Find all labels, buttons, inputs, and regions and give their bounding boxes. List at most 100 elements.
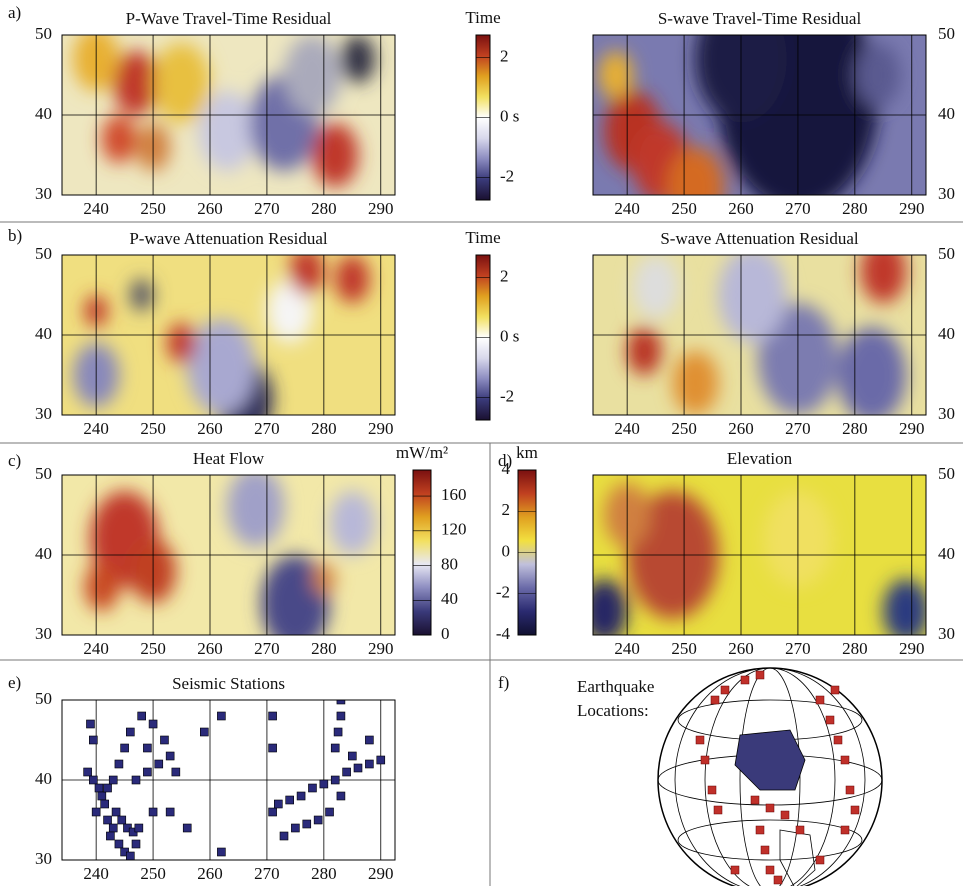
y-tick-label: 40 (35, 324, 52, 343)
x-tick-label: 280 (311, 199, 337, 218)
quake (833, 735, 843, 745)
shade (186, 319, 256, 415)
shade (860, 255, 907, 303)
station (182, 823, 192, 833)
y-tick-label: 40 (938, 324, 955, 343)
station (376, 755, 386, 765)
map (593, 475, 926, 635)
y-tick-label: 30 (938, 404, 955, 423)
station (296, 791, 306, 801)
x-tick-label: 280 (311, 419, 337, 438)
map (62, 700, 395, 860)
x-tick-label: 260 (728, 419, 754, 438)
map-title: S-wave Attenuation Residual (660, 229, 859, 248)
map-frame (61, 34, 396, 196)
map (593, 35, 926, 195)
globe-title: Locations: (577, 701, 649, 720)
station (330, 743, 340, 753)
shade (627, 327, 662, 375)
station (353, 763, 363, 773)
y-tick-label: 30 (35, 184, 52, 203)
x-tick-label: 270 (785, 419, 811, 438)
x-tick-label: 290 (899, 419, 925, 438)
map (62, 35, 395, 195)
x-tick-label: 270 (254, 419, 280, 438)
colorbar-tick-label: 0 (502, 541, 511, 560)
quake (707, 785, 717, 795)
globe (657, 667, 883, 891)
quake (850, 805, 860, 815)
shade (837, 327, 907, 415)
panel-label: c) (8, 451, 21, 470)
colorbar-tick-label: 160 (441, 485, 467, 504)
station (131, 839, 141, 849)
x-tick-label: 260 (197, 199, 223, 218)
map (593, 255, 926, 415)
shade (266, 279, 313, 343)
x-tick-label: 250 (140, 419, 166, 438)
quake (755, 825, 765, 835)
y-tick-label: 30 (35, 404, 52, 423)
panel-label: a) (8, 3, 21, 22)
shade (101, 115, 137, 163)
x-tick-label: 240 (83, 864, 109, 883)
x-tick-label: 250 (140, 864, 166, 883)
colorbar-tick-label: 0 s (500, 106, 519, 125)
x-tick-label: 240 (614, 419, 640, 438)
quake (840, 825, 850, 835)
station (165, 807, 175, 817)
station (154, 759, 164, 769)
map-shading (627, 255, 907, 415)
shade (717, 255, 787, 343)
map-title: P-wave Attenuation Residual (129, 229, 328, 248)
station (111, 807, 121, 817)
y-tick-label: 50 (35, 24, 52, 43)
x-tick-label: 280 (311, 639, 337, 658)
quake (760, 845, 770, 855)
map (62, 475, 395, 635)
quake (713, 805, 723, 815)
shade (312, 123, 359, 187)
quake (710, 695, 720, 705)
x-tick-label: 240 (83, 199, 109, 218)
x-tick-label: 270 (254, 199, 280, 218)
quake (765, 803, 775, 813)
colorbar-tick-label: 0 (441, 624, 450, 643)
station (160, 735, 169, 745)
colorbar-tick-label: -2 (500, 166, 514, 185)
station (325, 807, 334, 817)
quake (700, 755, 710, 765)
y-tick-label: 50 (35, 244, 52, 263)
colorbar (412, 469, 432, 636)
station (336, 700, 346, 705)
y-tick-label: 40 (35, 104, 52, 123)
map-frame (61, 699, 396, 861)
shade (329, 491, 376, 555)
map-frame (592, 254, 927, 416)
y-tick-label: 30 (35, 624, 52, 643)
station (117, 815, 127, 825)
station (171, 767, 181, 777)
x-tick-label: 270 (785, 199, 811, 218)
station (108, 823, 118, 833)
station (165, 751, 175, 761)
x-tick-label: 260 (728, 199, 754, 218)
colorbar-tick-label: -2 (500, 386, 514, 405)
station (365, 759, 374, 769)
colorbar-title: Time (465, 8, 500, 27)
map-frame (61, 474, 396, 636)
quake (750, 795, 760, 805)
y-tick-label: 50 (938, 244, 955, 263)
colorbar-title: Time (465, 228, 500, 247)
quake (840, 755, 850, 765)
x-tick-label: 250 (671, 199, 697, 218)
station (348, 751, 357, 761)
station (285, 795, 294, 805)
colorbar-tick-label: -2 (496, 583, 510, 602)
station (268, 807, 277, 817)
station (137, 711, 146, 721)
station (126, 851, 135, 860)
shade (283, 35, 342, 115)
map-title: Elevation (727, 449, 793, 468)
